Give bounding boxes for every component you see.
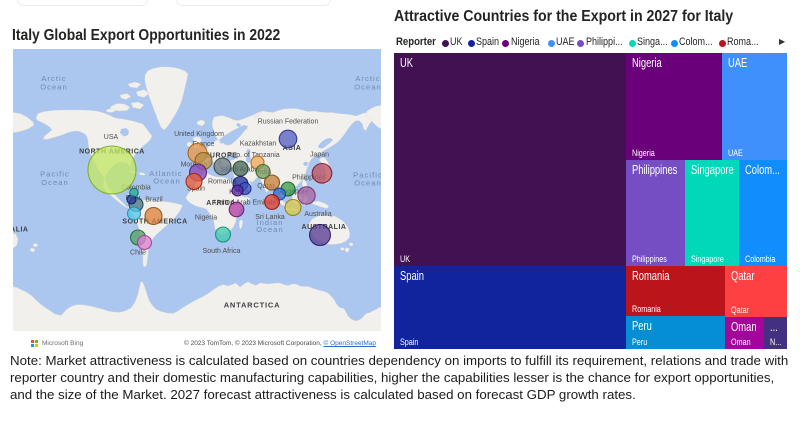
- svg-text:AFRICA: AFRICA: [206, 200, 235, 207]
- svg-text:Nigeria: Nigeria: [195, 215, 217, 222]
- svg-text:Chile: Chile: [130, 250, 146, 257]
- svg-text:Atlantic: Atlantic: [149, 169, 182, 178]
- svg-text:USA: USA: [104, 134, 119, 141]
- svg-text:Sri Lanka: Sri Lanka: [255, 214, 285, 221]
- svg-text:Russian Federation: Russian Federation: [258, 119, 319, 126]
- svg-text:EUROPE: EUROPE: [205, 153, 238, 160]
- svg-text:Australia: Australia: [304, 211, 331, 218]
- svg-text:Ocean: Ocean: [256, 225, 284, 234]
- svg-text:United Arab Emirates: United Arab Emirates: [214, 200, 281, 207]
- svg-text:AUSTRALIA: AUSTRALIA: [13, 227, 28, 234]
- svg-text:ASIA: ASIA: [283, 145, 302, 152]
- svg-text:Arctic: Arctic: [41, 74, 66, 83]
- svg-text:Pacific: Pacific: [353, 171, 381, 180]
- svg-text:ANTARCTICA: ANTARCTICA: [224, 301, 281, 310]
- svg-text:Ocean: Ocean: [153, 177, 181, 186]
- svg-text:South Africa: South Africa: [203, 248, 241, 255]
- svg-text:Ocean: Ocean: [354, 179, 381, 188]
- svg-text:United Kingdom: United Kingdom: [174, 131, 224, 138]
- svg-text:Arctic: Arctic: [355, 74, 380, 83]
- svg-text:Philippines: Philippines: [292, 174, 326, 181]
- svg-text:Colombia: Colombia: [121, 185, 151, 192]
- svg-text:Ocean: Ocean: [40, 83, 68, 92]
- svg-text:Japan: Japan: [310, 152, 329, 159]
- svg-text:Brazil: Brazil: [145, 197, 163, 204]
- svg-text:France: France: [193, 141, 215, 148]
- svg-text:Ocean: Ocean: [354, 83, 381, 92]
- svg-text:Romania: Romania: [208, 179, 236, 186]
- svg-text:Pacific: Pacific: [40, 170, 70, 179]
- svg-text:Indian: Indian: [256, 218, 283, 227]
- svg-text:Rep. of Tanzania: Rep. of Tanzania: [227, 152, 280, 159]
- svg-text:Kazakhstan: Kazakhstan: [240, 141, 277, 148]
- svg-text:Ocean: Ocean: [41, 178, 69, 187]
